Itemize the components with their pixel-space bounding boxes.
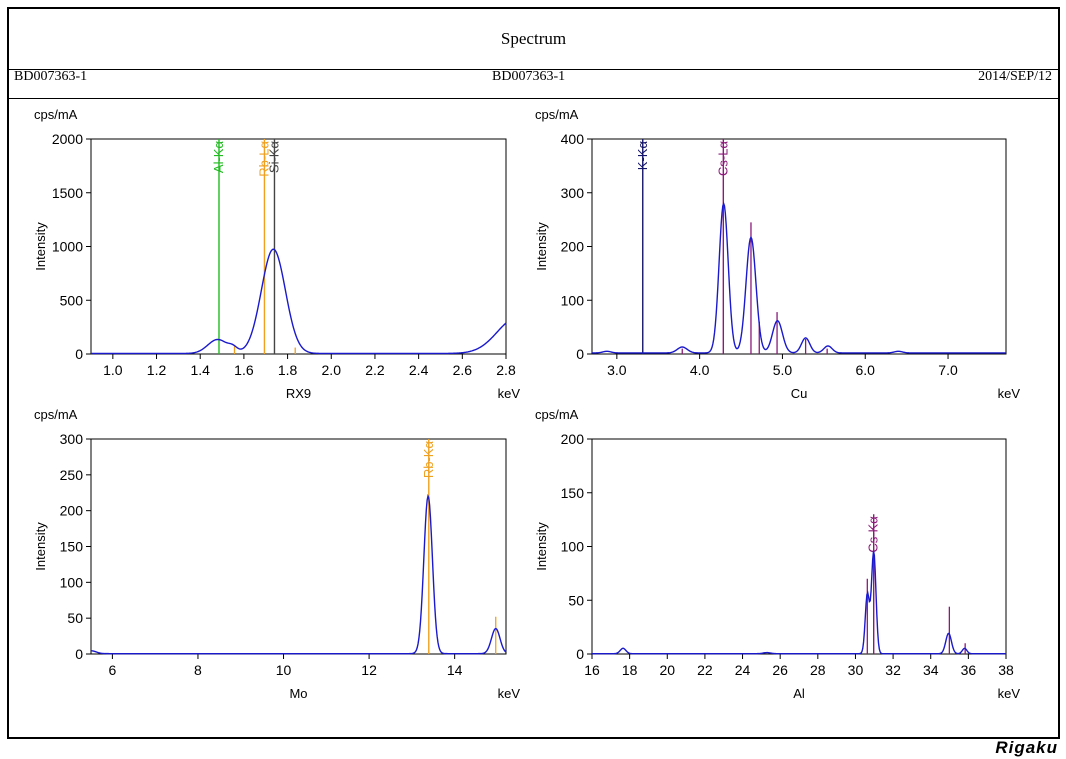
report-frame: Spectrum (7, 7, 1060, 739)
page-title: Spectrum (500, 29, 567, 48)
spectrum-series-Mo (90, 493, 507, 655)
x-tick-label: 2.4 (409, 362, 429, 378)
y-axis-label: Intensity (33, 522, 48, 571)
x-tick-label: 2.6 (453, 362, 473, 378)
x-tick-label: 32 (885, 662, 901, 678)
y-tick-label: 200 (561, 239, 585, 255)
rigaku-logo: Rigaku (995, 738, 1058, 757)
y-tick-label: 500 (60, 292, 84, 308)
x-tick-label: 36 (961, 662, 977, 678)
line-label: Al-Kα (211, 141, 226, 174)
line-label: Rb-Lα (256, 141, 271, 177)
y-tick-label: 100 (60, 574, 84, 590)
x-tick-label: 28 (810, 662, 826, 678)
plot-area-3 (591, 438, 1007, 655)
x-tick-label: 16 (584, 662, 600, 678)
x-tick-label: 14 (447, 662, 463, 678)
line-label: K-Kα (635, 141, 650, 171)
x-tick-label: 5.0 (773, 362, 793, 378)
x-axis-label: RX9 (286, 386, 311, 401)
y-tick-label: 0 (576, 346, 584, 362)
y-tick-label: 400 (561, 131, 585, 147)
y-tick-label: 1000 (52, 239, 83, 255)
x-tick-label: 20 (659, 662, 675, 678)
y-axis-label: Intensity (534, 222, 549, 271)
x-tick-label: 1.4 (190, 362, 210, 378)
unit-label: cps/mA (34, 407, 78, 422)
y-tick-label: 0 (75, 646, 83, 662)
x-axis-label: Al (793, 686, 805, 701)
y-tick-label: 150 (561, 485, 585, 501)
x-unit-label: keV (498, 386, 521, 401)
x-tick-label: 1.8 (278, 362, 298, 378)
line-label: Si-Kα (266, 141, 281, 174)
report-date: 2014/SEP/12 (978, 69, 1052, 84)
plot-area-1 (591, 138, 1007, 355)
y-tick-label: 50 (568, 592, 584, 608)
x-tick-label: 4.0 (690, 362, 710, 378)
x-tick-label: 2.0 (322, 362, 342, 378)
line-label: Cs-Kα (866, 516, 881, 553)
y-tick-label: 150 (60, 539, 84, 555)
x-unit-label: keV (498, 686, 521, 701)
x-tick-label: 1.0 (103, 362, 123, 378)
x-tick-label: 7.0 (938, 362, 958, 378)
header-divider-top (9, 69, 1058, 70)
spectrum-series-Al (592, 551, 1006, 655)
line-label: Cs-Lα (715, 141, 730, 176)
x-tick-label: 10 (276, 662, 292, 678)
unit-label: cps/mA (535, 107, 579, 122)
x-axis-label: Cu (791, 386, 808, 401)
x-tick-label: 18 (622, 662, 638, 678)
x-tick-label: 1.2 (147, 362, 167, 378)
y-tick-label: 2000 (52, 131, 83, 147)
y-tick-label: 0 (75, 346, 83, 362)
y-axis-label: Intensity (33, 222, 48, 271)
sample-id-left: BD007363-1 (14, 69, 88, 84)
unit-label: cps/mA (535, 407, 579, 422)
y-tick-label: 300 (60, 431, 84, 447)
y-tick-label: 50 (67, 610, 83, 626)
plot-area-2 (90, 438, 507, 655)
y-tick-label: 0 (576, 646, 584, 662)
x-tick-label: 3.0 (607, 362, 627, 378)
header-divider-bottom (9, 98, 1058, 99)
x-tick-label: 26 (772, 662, 788, 678)
line-label: Rb-Kα (421, 441, 436, 479)
y-tick-label: 250 (60, 467, 84, 483)
x-tick-label: 1.6 (234, 362, 254, 378)
unit-label: cps/mA (34, 107, 78, 122)
spectrum-series-RX9 (91, 248, 507, 355)
x-tick-label: 12 (361, 662, 377, 678)
y-tick-label: 200 (561, 431, 585, 447)
x-tick-label: 6 (108, 662, 116, 678)
y-tick-label: 100 (561, 292, 585, 308)
y-tick-label: 100 (561, 539, 585, 555)
y-tick-label: 200 (60, 503, 84, 519)
x-tick-label: 6.0 (856, 362, 876, 378)
x-tick-label: 2.8 (496, 362, 516, 378)
x-tick-label: 30 (848, 662, 864, 678)
y-tick-label: 1500 (52, 185, 83, 201)
x-tick-label: 34 (923, 662, 939, 678)
x-tick-label: 38 (998, 662, 1014, 678)
sample-id-center: BD007363-1 (492, 69, 566, 84)
y-axis-label: Intensity (534, 522, 549, 571)
x-unit-label: keV (998, 686, 1021, 701)
x-axis-label: Mo (289, 686, 307, 701)
x-tick-label: 8 (194, 662, 202, 678)
plot-area-0 (90, 138, 507, 355)
x-tick-label: 2.2 (365, 362, 385, 378)
y-tick-label: 300 (561, 185, 585, 201)
spectrum-series-Cu (592, 201, 1006, 354)
x-unit-label: keV (998, 386, 1021, 401)
x-tick-label: 24 (735, 662, 751, 678)
x-tick-label: 22 (697, 662, 713, 678)
